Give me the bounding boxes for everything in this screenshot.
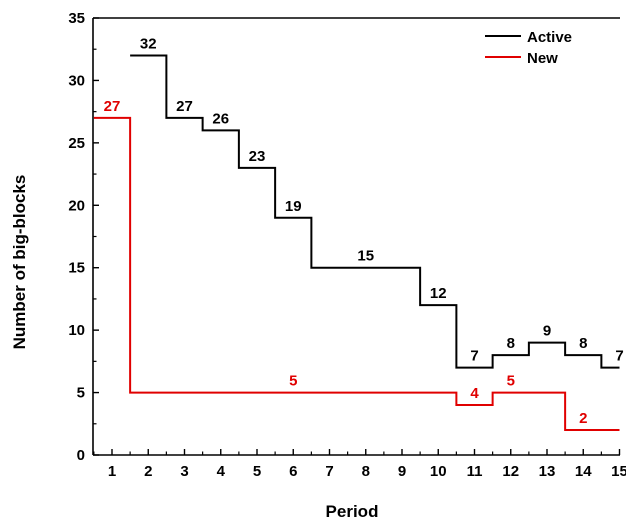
y-tick-label: 15 [68, 260, 85, 277]
x-tick-label: 1 [108, 463, 116, 480]
x-tick-label: 4 [217, 463, 226, 480]
legend: Active New [485, 29, 572, 67]
x-tick-label: 11 [467, 463, 483, 480]
data-label-active: 12 [430, 285, 447, 302]
data-label-active: 32 [140, 35, 157, 52]
series-active-line [130, 54, 620, 369]
x-tick-label: 9 [398, 463, 406, 480]
data-label-active: 7 [615, 348, 623, 365]
x-tick-label: 10 [430, 463, 447, 480]
x-tick-label: 3 [180, 463, 188, 480]
legend-label-new: New [527, 50, 558, 67]
x-tick-label: 12 [502, 463, 519, 480]
y-axis-title: Number of big-blocks [10, 175, 29, 350]
x-tick-label: 6 [289, 463, 297, 480]
x-tick-label: 7 [325, 463, 333, 480]
data-label-new: 5 [507, 373, 515, 390]
y-tick-label: 5 [77, 385, 85, 402]
data-label-active: 15 [357, 248, 374, 265]
series-lines [93, 54, 620, 432]
data-labels: 32 27 26 23 19 15 12 7 8 9 8 7 27 5 4 5 2 [104, 35, 624, 427]
x-axis-title: Period [326, 502, 379, 521]
y-tick-label: 20 [68, 197, 85, 214]
y-tick-label: 10 [68, 322, 85, 339]
x-tick-label: 15 [611, 463, 626, 480]
data-label-new: 4 [470, 385, 479, 402]
y-tick-label: 35 [68, 10, 85, 27]
x-tick-label: 13 [539, 463, 556, 480]
x-tick-label: 14 [575, 463, 592, 480]
y-tick-label: 0 [77, 447, 85, 464]
x-tick-label: 5 [253, 463, 261, 480]
series-new-line [93, 116, 620, 432]
data-label-active: 8 [507, 335, 515, 352]
x-tick-label: 2 [144, 463, 152, 480]
data-label-active: 19 [285, 198, 302, 215]
data-label-active: 9 [543, 323, 551, 340]
y-tick-label: 30 [68, 72, 85, 89]
x-tick-label: 8 [362, 463, 370, 480]
legend-label-active: Active [527, 29, 572, 46]
y-tick-label: 25 [68, 135, 85, 152]
data-label-active: 27 [176, 98, 193, 115]
data-label-active: 8 [579, 335, 587, 352]
data-label-active: 7 [470, 348, 478, 365]
data-label-new: 27 [104, 98, 121, 115]
data-label-active: 26 [212, 110, 229, 127]
data-label-new: 5 [289, 373, 297, 390]
data-label-new: 2 [579, 410, 587, 427]
data-label-active: 23 [249, 148, 266, 165]
